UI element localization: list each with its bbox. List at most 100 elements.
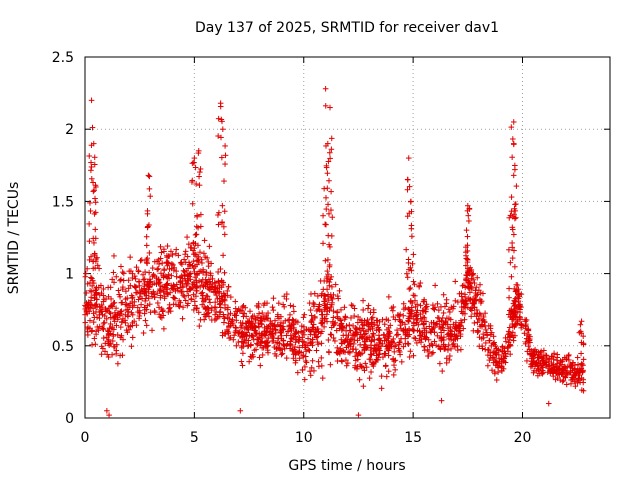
data-point [115, 287, 122, 294]
data-point [173, 281, 180, 288]
data-point [166, 305, 172, 312]
data-point [524, 332, 531, 338]
data-point [204, 310, 211, 317]
data-point [195, 309, 202, 316]
data-point [122, 317, 128, 324]
data-point [190, 258, 197, 264]
data-point [426, 323, 433, 330]
data-point [209, 276, 216, 282]
data-point [447, 309, 453, 315]
data-point [208, 260, 214, 267]
data-point [394, 327, 400, 333]
data-point [525, 343, 532, 349]
data-point [88, 274, 94, 281]
data-point [445, 347, 451, 353]
data-point [329, 296, 336, 302]
data-point [159, 260, 165, 266]
data-point [104, 334, 110, 341]
data-point [400, 300, 407, 307]
data-point [118, 263, 124, 270]
y-tick-label: 1.5 [52, 194, 74, 210]
data-point [421, 315, 428, 321]
data-point [345, 360, 351, 366]
data-point [173, 268, 179, 274]
data-point [393, 332, 400, 338]
data-point [209, 317, 215, 323]
data-point [378, 385, 385, 392]
data-point [390, 304, 397, 310]
data-point [110, 269, 117, 276]
data-point [198, 279, 205, 285]
data-point [363, 336, 370, 342]
data-point [345, 332, 352, 338]
data-point [212, 299, 218, 305]
data-point [515, 292, 522, 298]
data-point [368, 352, 375, 358]
y-tick-label: 2.5 [52, 50, 74, 66]
data-point [324, 318, 330, 325]
data-point [411, 281, 418, 288]
data-point [135, 296, 142, 303]
data-point [143, 322, 150, 329]
data-point [332, 281, 339, 288]
data-point [196, 323, 203, 329]
data-point [252, 331, 259, 337]
data-point [560, 367, 567, 374]
data-point [126, 326, 132, 333]
data-point [433, 320, 440, 327]
data-point [491, 354, 497, 361]
data-point [340, 332, 347, 339]
data-point [460, 325, 467, 332]
data-point [360, 383, 367, 389]
data-point [348, 315, 354, 321]
data-point [528, 347, 535, 354]
data-point [290, 355, 297, 362]
data-point [181, 256, 187, 263]
data-point [326, 279, 333, 285]
data-point [420, 298, 427, 305]
data-point [529, 363, 535, 369]
data-point [252, 327, 258, 334]
data-point [100, 335, 107, 341]
data-point [100, 345, 106, 352]
data-point [360, 307, 366, 313]
data-point [260, 313, 267, 320]
data-point [564, 364, 570, 371]
data-point [172, 295, 178, 302]
data-point [310, 321, 317, 328]
data-point [302, 364, 308, 370]
data-point [486, 337, 493, 344]
data-point [341, 316, 348, 322]
data-point [272, 351, 278, 357]
data-point [308, 312, 315, 319]
x-tick-label: 20 [514, 430, 532, 446]
data-point [366, 375, 373, 381]
data-point [184, 234, 190, 240]
data-point [390, 314, 397, 320]
data-point [239, 304, 246, 310]
axis-ticks: 0 0.5 1 1.5 2 2.5 0 5 10 15 20 [52, 50, 610, 446]
data-point [305, 335, 311, 342]
data-point [340, 347, 346, 354]
data-point [238, 358, 245, 365]
data-point [217, 300, 223, 307]
data-point [295, 369, 301, 376]
data-point [454, 347, 461, 353]
data-point [243, 320, 249, 327]
data-point [180, 304, 186, 311]
data-point [491, 339, 497, 346]
data-point [239, 362, 246, 369]
data-point [230, 336, 237, 343]
data-point [551, 350, 557, 357]
data-point [402, 335, 409, 342]
data-point [129, 299, 136, 305]
data-point [101, 313, 108, 319]
data-point [563, 370, 570, 376]
data-point [490, 333, 497, 340]
data-point [233, 342, 240, 349]
data-point [287, 312, 293, 318]
data-point [141, 310, 148, 317]
data-point [117, 324, 124, 330]
data-point [193, 305, 200, 312]
data-point [493, 345, 500, 352]
